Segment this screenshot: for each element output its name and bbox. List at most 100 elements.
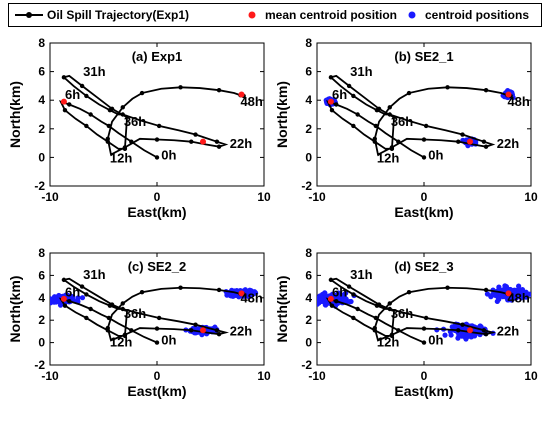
centroid-point [516, 283, 522, 289]
x-tick-label: 10 [524, 369, 538, 383]
time-label: 36h [124, 306, 146, 321]
time-label: 36h [124, 114, 146, 129]
y-tick-label: -2 [301, 358, 312, 372]
trajectory-point [423, 123, 429, 129]
trajectory-point [156, 123, 162, 129]
mean-centroid-point [238, 290, 245, 297]
trajectory-point [122, 145, 128, 150]
time-label: 12h [377, 335, 399, 350]
x-axis-label: East(km) [127, 383, 186, 399]
trajectory-line [325, 74, 511, 159]
trajectory-point [189, 328, 194, 333]
y-tick-label: 6 [305, 65, 312, 79]
y-tick-label: 0 [305, 150, 312, 164]
trajectory-point [421, 137, 427, 142]
trajectory-point [79, 284, 85, 289]
trajectory-point [460, 132, 465, 137]
trajectory-point [62, 108, 68, 113]
centroid-point [341, 291, 348, 297]
centroid-point [347, 299, 353, 305]
trajectory-point [346, 284, 352, 289]
panel-title: (c) SE2_2 [128, 259, 187, 274]
panel-title: (b) SE2_1 [394, 49, 453, 64]
x-tick-label: -10 [308, 369, 326, 383]
trajectory-point [389, 145, 395, 150]
time-label: 22h [230, 323, 252, 338]
x-tick-label: 0 [421, 369, 428, 383]
trajectory-point [483, 144, 489, 149]
y-tick-label: 0 [38, 150, 45, 164]
trajectory-point [372, 136, 377, 142]
centroid-point [509, 297, 515, 303]
centroid-point [502, 283, 508, 289]
legend-centroids-label: centroid positions [425, 8, 530, 22]
mean-centroid-point [60, 98, 67, 105]
trajectory-point [154, 137, 160, 142]
centroid-point [442, 332, 448, 338]
legend-mean: mean centroid position [245, 4, 397, 26]
trajectory-point [374, 108, 380, 113]
trajectory-point [61, 75, 67, 80]
mean-centroid-point [200, 327, 207, 334]
centroid-point [526, 291, 531, 297]
trajectory-line [58, 277, 244, 344]
y-tick-label: 6 [305, 268, 312, 282]
trajectory-line [58, 74, 244, 159]
x-axis-label: East(km) [127, 204, 186, 220]
trajectory-point [456, 139, 461, 144]
trajectory-point [139, 290, 145, 295]
trajectory-point [61, 277, 67, 283]
legend-trajectory-swatch [15, 12, 43, 18]
trajectory-point [156, 315, 162, 321]
trajectory-point [328, 75, 334, 80]
trajectory-point [178, 285, 183, 290]
centroid-point [322, 302, 328, 308]
trajectory-point [329, 303, 335, 308]
trajectory-point [329, 108, 335, 113]
trajectory-point [460, 322, 465, 327]
panel-title: (a) Exp1 [132, 49, 183, 64]
plot-area: 0h 6h 12h 22h 31h 36h 48h [50, 267, 263, 350]
trajectory-point [154, 326, 160, 331]
trajectory-point [387, 301, 392, 306]
trajectory-point [445, 85, 450, 90]
time-label: 12h [110, 150, 132, 165]
trajectory-point [374, 303, 380, 308]
y-axis-label: North(km) [274, 276, 290, 343]
time-label: 31h [83, 64, 105, 79]
panel-title: (d) SE2_3 [394, 259, 453, 274]
plot-area: 0h 6h 12h 22h 31h 36h 48h [312, 267, 531, 350]
trajectory-point [346, 83, 352, 89]
time-label: 31h [350, 64, 372, 79]
centroid-point [451, 324, 458, 331]
time-label: 31h [350, 267, 372, 282]
x-tick-label: 0 [154, 190, 161, 204]
trajectory-point [84, 123, 89, 129]
trajectory-point [67, 298, 72, 304]
y-tick-label: -2 [301, 179, 312, 193]
trajectory-point [214, 139, 220, 144]
mean-centroid-point [327, 295, 334, 302]
trajectory-point [62, 303, 68, 308]
y-tick-label: 8 [38, 36, 45, 50]
trajectory-point [129, 328, 134, 333]
centroid-point [79, 295, 86, 301]
y-tick-label: -2 [34, 179, 45, 193]
trajectory-point [355, 306, 360, 312]
trajectory-point [423, 315, 429, 321]
trajectory-point [216, 287, 222, 293]
trajectory-point [387, 112, 392, 117]
trajectory-point [84, 93, 89, 99]
centroid-point [312, 293, 317, 298]
x-tick-label: 10 [257, 369, 271, 383]
mean-centroid-point [60, 295, 67, 302]
x-tick-label: 10 [257, 190, 271, 204]
trajectory-point [120, 301, 125, 306]
time-label: 48h [507, 290, 529, 305]
time-label: 48h [240, 290, 262, 305]
trajectory-line [325, 277, 511, 344]
trajectory-point [106, 123, 112, 129]
trajectory-point [421, 340, 427, 345]
x-tick-label: 0 [154, 369, 161, 383]
y-tick-label: -2 [34, 358, 45, 372]
